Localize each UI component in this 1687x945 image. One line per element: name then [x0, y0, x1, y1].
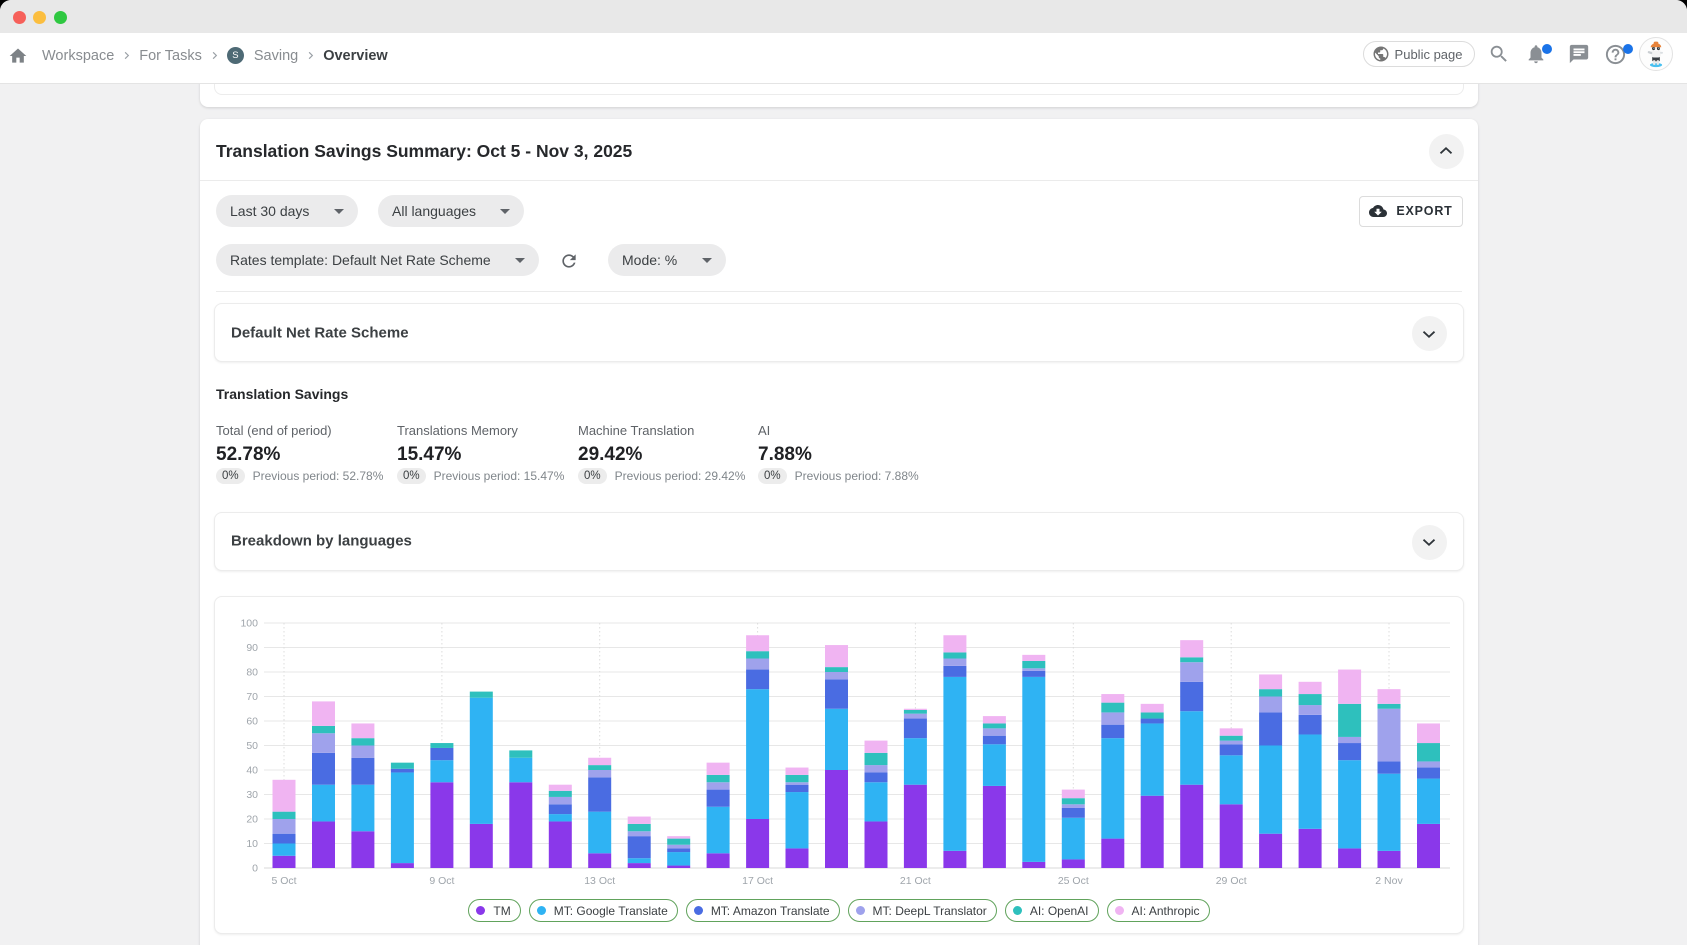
svg-text:40: 40 — [246, 764, 258, 776]
svg-text:60: 60 — [246, 715, 258, 727]
svg-text:10: 10 — [246, 838, 258, 850]
svg-text:0: 0 — [252, 862, 258, 874]
svg-text:17 Oct: 17 Oct — [742, 875, 773, 887]
svg-text:21 Oct: 21 Oct — [900, 875, 931, 887]
svg-text:5 Oct: 5 Oct — [271, 875, 296, 887]
svg-text:20: 20 — [246, 813, 258, 825]
svg-text:29 Oct: 29 Oct — [1216, 875, 1247, 887]
svg-text:25 Oct: 25 Oct — [1058, 875, 1089, 887]
svg-text:30: 30 — [246, 789, 258, 801]
svg-text:80: 80 — [246, 666, 258, 678]
svg-text:90: 90 — [246, 642, 258, 654]
svg-text:13 Oct: 13 Oct — [584, 875, 615, 887]
svg-text:100: 100 — [240, 617, 258, 629]
svg-text:50: 50 — [246, 740, 258, 752]
svg-text:2 Nov: 2 Nov — [1375, 875, 1403, 887]
svg-text:70: 70 — [246, 691, 258, 703]
svg-text:9 Oct: 9 Oct — [429, 875, 454, 887]
